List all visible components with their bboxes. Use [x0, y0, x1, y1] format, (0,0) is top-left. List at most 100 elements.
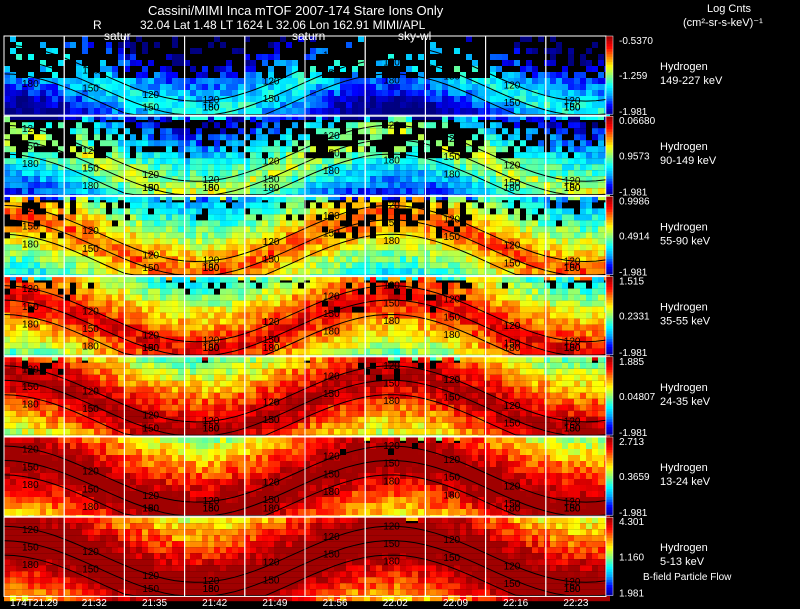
heatmap-pixel	[304, 102, 310, 108]
heatmap-pixel	[538, 170, 544, 177]
heatmap-pixel	[496, 232, 502, 239]
heatmap-pixel	[178, 232, 184, 239]
heatmap-pixel	[586, 196, 592, 203]
heatmap-pixel	[538, 102, 544, 108]
heatmap-pixel	[310, 220, 316, 227]
heatmap-pixel	[22, 244, 28, 251]
heatmap-pixel	[232, 48, 238, 54]
colorbar-segment	[606, 137, 613, 141]
heatmap-pixel	[184, 214, 190, 221]
heatmap-pixel	[598, 194, 604, 201]
heatmap-pixel	[550, 78, 556, 84]
species-label: Hydrogen	[660, 302, 708, 314]
heatmap-pixel	[136, 202, 142, 209]
heatmap-pixel	[502, 300, 508, 307]
heatmap-pixel	[586, 176, 592, 183]
heatmap-pixel	[82, 90, 88, 96]
heatmap-pixel	[412, 152, 418, 159]
heatmap-pixel	[28, 90, 34, 96]
contour-label: 150	[142, 343, 159, 354]
heatmap-pixel	[556, 244, 562, 251]
heatmap-pixel	[154, 170, 160, 177]
heatmap-pixel	[448, 232, 454, 239]
heatmap-pixel	[286, 226, 292, 233]
heatmap-pixel	[88, 330, 94, 337]
heatmap-pixel	[580, 208, 586, 215]
heatmap-pixel	[88, 182, 94, 189]
heatmap-pixel	[16, 330, 22, 337]
heatmap-pixel	[70, 276, 76, 283]
heatmap-pixel	[496, 342, 502, 349]
heatmap-pixel	[10, 152, 16, 159]
heatmap-pixel	[76, 238, 82, 245]
heatmap-pixel	[310, 194, 316, 201]
heatmap-pixel	[568, 348, 574, 355]
heatmap-pixel	[304, 244, 310, 251]
heatmap-pixel	[304, 312, 310, 319]
heatmap-pixel	[100, 324, 106, 331]
heatmap-pixel	[52, 108, 58, 114]
heatmap-pixel	[286, 176, 292, 183]
heatmap-pixel	[526, 330, 532, 337]
contour-label: 120	[142, 250, 159, 261]
heatmap-pixel	[220, 102, 226, 108]
heatmap-pixel	[106, 330, 112, 337]
heatmap-pixel	[4, 78, 10, 84]
heatmap-pixel	[334, 288, 340, 295]
heatmap-pixel	[130, 268, 136, 275]
heatmap-pixel	[358, 250, 364, 257]
heatmap-pixel	[394, 318, 400, 325]
heatmap-pixel	[52, 336, 58, 343]
heatmap-pixel	[364, 336, 370, 343]
heatmap-pixel	[514, 250, 520, 257]
contour-label: 180	[263, 183, 280, 194]
heatmap-pixel	[574, 182, 580, 189]
heatmap-pixel	[448, 262, 454, 269]
heatmap-pixel	[124, 348, 130, 355]
heatmap-pixel	[226, 232, 232, 239]
heatmap-pixel	[502, 226, 508, 233]
heatmap-pixel	[136, 72, 142, 78]
heatmap-pixel	[184, 232, 190, 239]
heatmap-pixel	[172, 134, 178, 141]
heatmap-pixel	[400, 176, 406, 183]
heatmap-pixel	[556, 158, 562, 165]
heatmap-pixel	[190, 318, 196, 325]
heatmap-pixel	[376, 60, 382, 66]
contour-label: 180	[263, 343, 280, 354]
heatmap-pixel	[382, 182, 388, 189]
heatmap-pixel	[124, 232, 130, 239]
heatmap-pixel	[454, 182, 460, 189]
contour-label: 120	[263, 157, 280, 168]
heatmap-pixel	[112, 66, 118, 72]
heatmap-pixel	[196, 164, 202, 171]
heatmap-pixel	[514, 48, 520, 54]
heatmap-pixel	[208, 108, 214, 114]
heatmap-pixel	[580, 108, 586, 114]
heatmap-pixel	[16, 202, 22, 209]
heatmap-pixel	[544, 300, 550, 307]
heatmap-pixel	[202, 220, 208, 227]
heatmap-pixel	[466, 238, 472, 245]
heatmap-pixel	[400, 90, 406, 96]
heatmap-pixel	[232, 312, 238, 319]
heatmap-pixel	[244, 36, 250, 42]
heatmap-pixel	[148, 300, 154, 307]
heatmap-pixel	[238, 140, 244, 147]
heatmap-pixel	[322, 244, 328, 251]
heatmap-pixel	[460, 116, 466, 123]
heatmap-pixel	[28, 158, 34, 165]
heatmap-pixel	[430, 60, 436, 66]
heatmap-pixel	[94, 306, 100, 313]
heatmap-pixel	[514, 96, 520, 102]
heatmap-pixel	[514, 262, 520, 269]
heatmap-pixel	[130, 182, 136, 189]
colorbar-segment	[606, 147, 613, 151]
heatmap-pixel	[82, 116, 88, 123]
heatmap-pixel	[592, 84, 598, 90]
heatmap-pixel	[274, 152, 280, 159]
heatmap-pixel	[328, 256, 334, 263]
heatmap-pixel	[64, 42, 70, 48]
heatmap-pixel	[322, 288, 328, 295]
heatmap-pixel	[466, 78, 472, 84]
